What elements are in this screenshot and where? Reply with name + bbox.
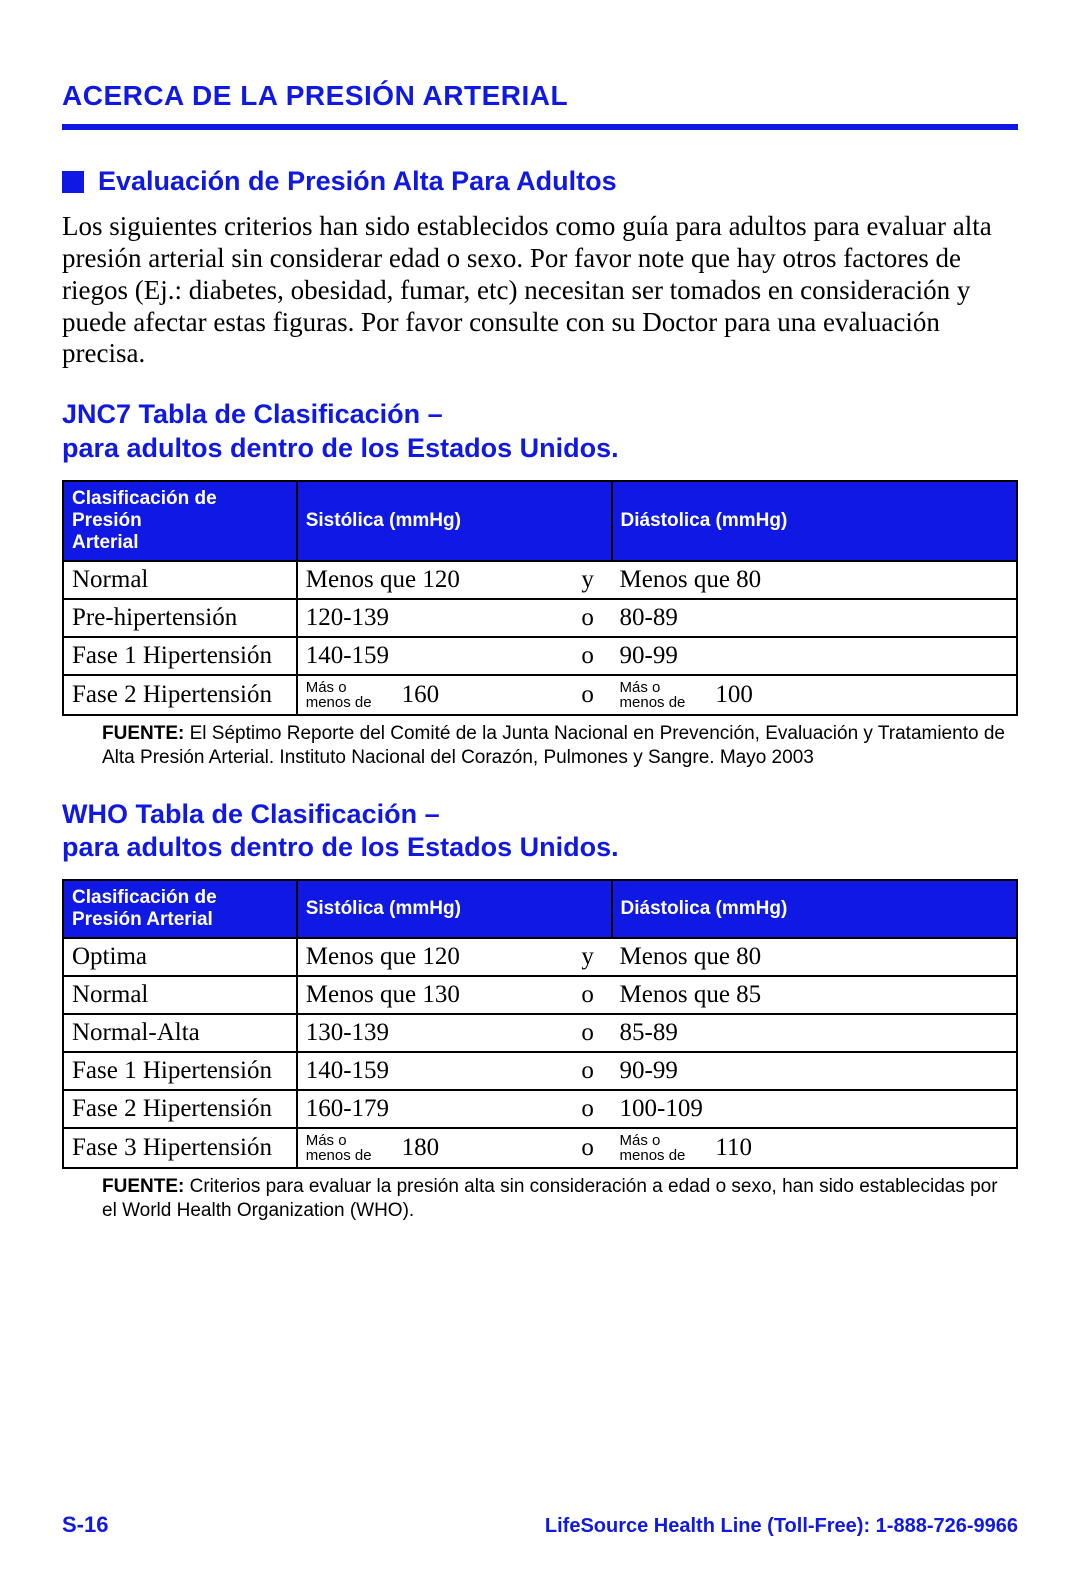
jnc7-cell-dia: 90-99 (612, 637, 1017, 675)
jnc7-cell-dia: 80-89 (612, 599, 1017, 637)
stack-prefix: Más omenos de (306, 1133, 372, 1163)
who-cell-class: Fase 2 Hipertensión (63, 1090, 297, 1128)
who-row: OptimaMenos que 120yMenos que 80 (63, 938, 1017, 976)
footer-contact: LifeSource Health Line (Toll-Free): 1-88… (545, 1515, 1018, 1538)
jnc7-heading-line1: JNC7 Tabla de Clasificación – (62, 399, 443, 429)
who-cell-sys: Más omenos de 180 (297, 1128, 564, 1168)
jnc7-cell-class: Normal (63, 561, 297, 599)
stack-prefix: Más omenos de (306, 680, 372, 710)
who-cell-class: Fase 1 Hipertensión (63, 1052, 297, 1090)
who-cell-conj: o (564, 1052, 612, 1090)
jnc7-cell-sys: 140-159 (297, 637, 564, 675)
jnc7-cell-conj: o (564, 599, 612, 637)
jnc7-cell-class: Pre-hipertensión (63, 599, 297, 637)
who-cell-sys: Menos que 120 (297, 938, 564, 976)
jnc7-source-text: El Séptimo Reporte del Comité de la Junt… (102, 723, 1005, 768)
who-heading: WHO Tabla de Clasificación – para adulto… (62, 798, 1018, 866)
who-heading-line1: WHO Tabla de Clasificación – (62, 799, 440, 829)
jnc7-col-dia: Diástolica (mmHg) (612, 481, 1017, 561)
title-divider (62, 124, 1018, 130)
who-col-class: Clasificación dePresión Arterial (63, 880, 297, 938)
jnc7-table: Clasificación de PresiónArterial Sistóli… (62, 480, 1018, 716)
section-heading: Evaluación de Presión Alta Para Adultos (98, 166, 617, 197)
who-cell-sys: Menos que 130 (297, 976, 564, 1014)
intro-paragraph: Los siguientes criterios han sido establ… (62, 211, 1018, 370)
page-number: S-16 (62, 1512, 108, 1538)
jnc7-cell-sys: Menos que 120 (297, 561, 564, 599)
jnc7-heading: JNC7 Tabla de Clasificación – para adult… (62, 398, 1018, 466)
page-footer: S-16 LifeSource Health Line (Toll-Free):… (62, 1512, 1018, 1538)
who-heading-line2: para adultos dentro de los Estados Unido… (62, 832, 619, 862)
who-cell-class: Normal-Alta (63, 1014, 297, 1052)
who-cell-dia: 90-99 (612, 1052, 1017, 1090)
stack-prefix: Más omenos de (620, 680, 686, 710)
stack-num: 110 (715, 1134, 752, 1162)
who-col-dia: Diástolica (mmHg) (612, 880, 1017, 938)
who-cell-dia: 100-109 (612, 1090, 1017, 1128)
stack-num: 100 (715, 681, 753, 709)
jnc7-row: NormalMenos que 120yMenos que 80 (63, 561, 1017, 599)
who-cell-conj: y (564, 938, 612, 976)
jnc7-cell-dia: Menos que 80 (612, 561, 1017, 599)
jnc7-row: Fase 1 Hipertensión140-159o90-99 (63, 637, 1017, 675)
jnc7-cell-conj: y (564, 561, 612, 599)
jnc7-cell-conj: o (564, 637, 612, 675)
who-cell-dia: Menos que 85 (612, 976, 1017, 1014)
who-row: Fase 1 Hipertensión140-159o90-99 (63, 1052, 1017, 1090)
who-source-label: FUENTE: (102, 1176, 184, 1197)
jnc7-cell-conj: o (564, 675, 612, 715)
who-cell-sys: 130-139 (297, 1014, 564, 1052)
jnc7-heading-line2: para adultos dentro de los Estados Unido… (62, 433, 619, 463)
who-cell-class: Optima (63, 938, 297, 976)
who-cell-dia: Más omenos de 110 (612, 1128, 1017, 1168)
who-cell-conj: o (564, 976, 612, 1014)
jnc7-cell-sys: Más omenos de 160 (297, 675, 564, 715)
who-row: Fase 3 HipertensiónMás omenos de180oMás … (63, 1128, 1017, 1168)
who-source-text: Criterios para evaluar la presión alta s… (102, 1176, 998, 1221)
square-bullet-icon (62, 171, 84, 193)
who-cell-conj: o (564, 1128, 612, 1168)
jnc7-cell-sys: 120-139 (297, 599, 564, 637)
who-cell-conj: o (564, 1014, 612, 1052)
jnc7-col-class: Clasificación de PresiónArterial (63, 481, 297, 561)
jnc7-source: FUENTE: El Séptimo Reporte del Comité de… (62, 716, 1018, 770)
who-table: Clasificación dePresión Arterial Sistóli… (62, 879, 1018, 1169)
who-cell-class: Fase 3 Hipertensión (63, 1128, 297, 1168)
who-row: NormalMenos que 130oMenos que 85 (63, 976, 1017, 1014)
page-title: ACERCA DE LA PRESIÓN ARTERIAL (62, 80, 1018, 112)
jnc7-row: Pre-hipertensión120-139o80-89 (63, 599, 1017, 637)
stack-num: 160 (402, 681, 440, 709)
jnc7-source-label: FUENTE: (102, 723, 184, 744)
who-cell-sys: 140-159 (297, 1052, 564, 1090)
who-cell-sys: 160-179 (297, 1090, 564, 1128)
jnc7-cell-class: Fase 1 Hipertensión (63, 637, 297, 675)
who-cell-dia: Menos que 80 (612, 938, 1017, 976)
who-source: FUENTE: Criterios para evaluar la presió… (62, 1169, 1018, 1223)
who-cell-dia: 85-89 (612, 1014, 1017, 1052)
stack-num: 180 (402, 1134, 440, 1162)
stack-prefix: Más omenos de (620, 1133, 686, 1163)
jnc7-cell-dia: Más omenos de 100 (612, 675, 1017, 715)
jnc7-row: Fase 2 HipertensiónMás omenos de160oMás … (63, 675, 1017, 715)
who-col-sys: Sistólica (mmHg) (297, 880, 612, 938)
jnc7-col-sys: Sistólica (mmHg) (297, 481, 612, 561)
who-row: Fase 2 Hipertensión160-179o100-109 (63, 1090, 1017, 1128)
who-row: Normal-Alta130-139o85-89 (63, 1014, 1017, 1052)
jnc7-cell-class: Fase 2 Hipertensión (63, 675, 297, 715)
who-cell-class: Normal (63, 976, 297, 1014)
who-cell-conj: o (564, 1090, 612, 1128)
